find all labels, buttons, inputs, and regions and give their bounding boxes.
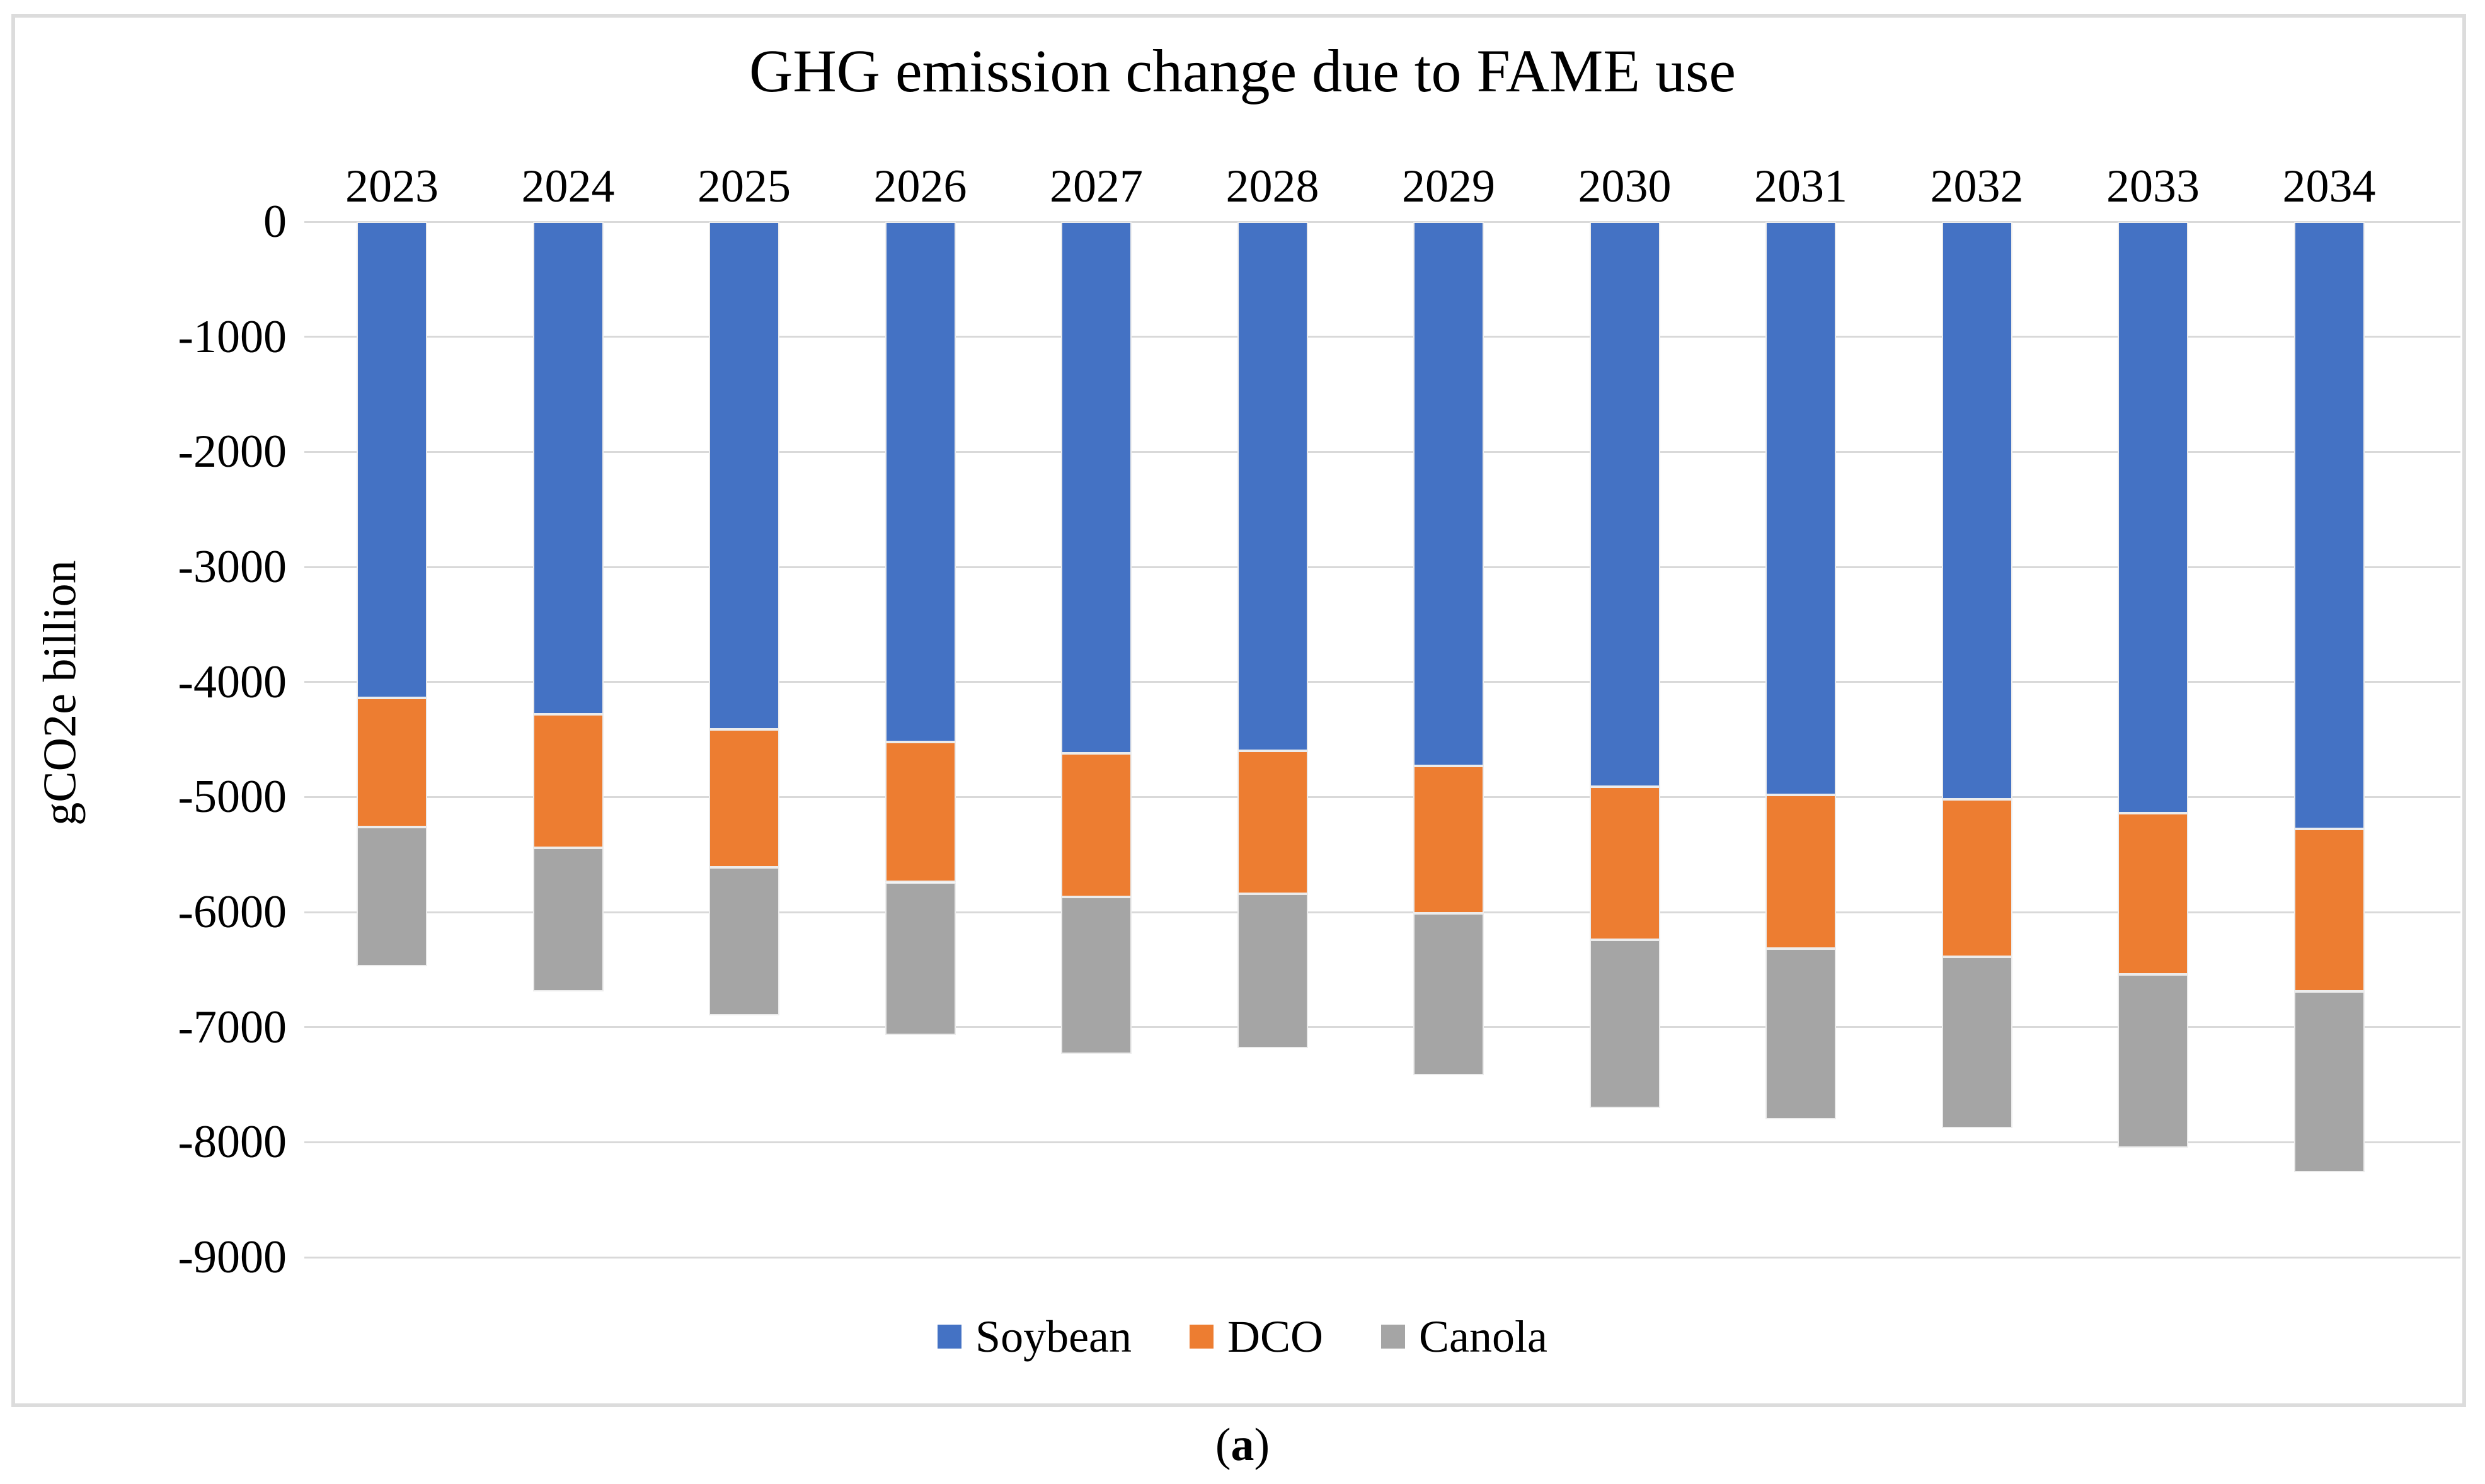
gridline <box>304 911 2460 913</box>
bar-segment-canola <box>885 882 956 1036</box>
legend-marker-dco <box>1190 1325 1214 1349</box>
legend-item-dco: DCO <box>1190 1311 1323 1362</box>
bar-segment-dco <box>357 698 427 827</box>
bar-segment-canola <box>1413 913 1484 1076</box>
bar-segment-dco <box>532 714 604 848</box>
y-tick-label: -1000 <box>178 311 287 363</box>
bar-segment-canola <box>1589 939 1660 1108</box>
gridline <box>304 220 2460 223</box>
gridline <box>304 1256 2460 1259</box>
caption-letter: a <box>1231 1419 1254 1471</box>
bar-segment-soybean <box>1589 222 1660 787</box>
bar-segment-soybean <box>885 222 956 742</box>
bar-segment-canola <box>2118 974 2188 1148</box>
y-tick-label: -5000 <box>178 771 287 823</box>
legend-label: Canola <box>1419 1311 1547 1362</box>
bar-segment-canola <box>1765 949 1836 1119</box>
bar-segment-soybean <box>1941 222 2012 799</box>
plot-area <box>304 220 2460 1293</box>
caption-open-paren: ( <box>1215 1419 1231 1471</box>
gridline <box>304 450 2460 453</box>
y-tick-label: -7000 <box>178 1001 287 1053</box>
bar-segment-dco <box>1765 794 1836 949</box>
gridline <box>304 796 2460 798</box>
bar-segment-canola <box>532 847 604 992</box>
chart-title: GHG emission change due to FAME use <box>749 37 1736 105</box>
x-tick-label: 2026 <box>873 161 967 212</box>
gridline <box>304 336 2460 338</box>
bar-segment-dco <box>1237 751 1308 894</box>
gridline <box>304 566 2460 568</box>
y-tick-label: -4000 <box>178 656 287 708</box>
bar-segment-soybean <box>1237 222 1308 751</box>
x-tick-label: 2031 <box>1754 161 1847 212</box>
bar-segment-dco <box>1061 753 1132 898</box>
subfigure-caption: (a) <box>0 1418 2485 1471</box>
y-tick-label: -9000 <box>178 1231 287 1283</box>
chart-legend: Soybean DCO Canola <box>0 1310 2485 1363</box>
bar-segment-canola <box>1237 893 1308 1048</box>
gridline <box>304 1141 2460 1143</box>
bar-segment-canola <box>1941 957 2012 1129</box>
gridline <box>304 681 2460 683</box>
bar-segment-soybean <box>1765 222 1836 795</box>
gridline <box>304 1026 2460 1029</box>
bar-segment-dco <box>1589 786 1660 940</box>
bar-segment-soybean <box>532 222 604 714</box>
bar-segment-canola <box>709 867 779 1016</box>
bar-segment-soybean <box>2293 222 2365 830</box>
x-tick-label: 2029 <box>1402 161 1495 212</box>
y-tick-label: -6000 <box>178 886 287 938</box>
bar-segment-canola <box>2293 991 2365 1172</box>
bar-segment-soybean <box>2118 222 2188 813</box>
legend-item-soybean: Soybean <box>938 1311 1132 1362</box>
x-tick-label: 2024 <box>521 161 615 212</box>
x-tick-label: 2030 <box>1578 161 1672 212</box>
bar-segment-soybean <box>1061 222 1132 753</box>
x-tick-label: 2027 <box>1050 161 1143 212</box>
bar-segment-soybean <box>357 222 427 699</box>
x-tick-label: 2032 <box>1930 161 2024 212</box>
x-tick-label: 2034 <box>2282 161 2376 212</box>
y-axis-title: gCO2e billion <box>34 560 86 826</box>
bar-segment-dco <box>2118 813 2188 974</box>
bar-segment-dco <box>1413 766 1484 913</box>
y-tick-label: -2000 <box>178 426 287 478</box>
x-tick-label: 2033 <box>2106 161 2200 212</box>
legend-marker-canola <box>1381 1325 1406 1349</box>
bar-segment-canola <box>1061 897 1132 1054</box>
y-tick-label: -8000 <box>178 1116 287 1168</box>
bar-segment-dco <box>2293 829 2365 992</box>
legend-item-canola: Canola <box>1381 1311 1547 1362</box>
y-tick-label: 0 <box>263 196 287 248</box>
bar-segment-soybean <box>709 222 779 729</box>
y-tick-label: -3000 <box>178 541 287 593</box>
bar-segment-dco <box>1941 799 2012 957</box>
bar-segment-canola <box>357 826 427 966</box>
caption-close-paren: ) <box>1254 1419 1270 1471</box>
bar-segment-dco <box>709 729 779 867</box>
x-tick-label: 2025 <box>697 161 791 212</box>
legend-marker-soybean <box>938 1325 962 1349</box>
x-tick-label: 2023 <box>345 161 439 212</box>
legend-label: Soybean <box>975 1311 1132 1362</box>
bar-segment-soybean <box>1413 222 1484 766</box>
x-tick-label: 2028 <box>1225 161 1319 212</box>
bar-segment-dco <box>885 741 956 882</box>
legend-label: DCO <box>1227 1311 1324 1362</box>
